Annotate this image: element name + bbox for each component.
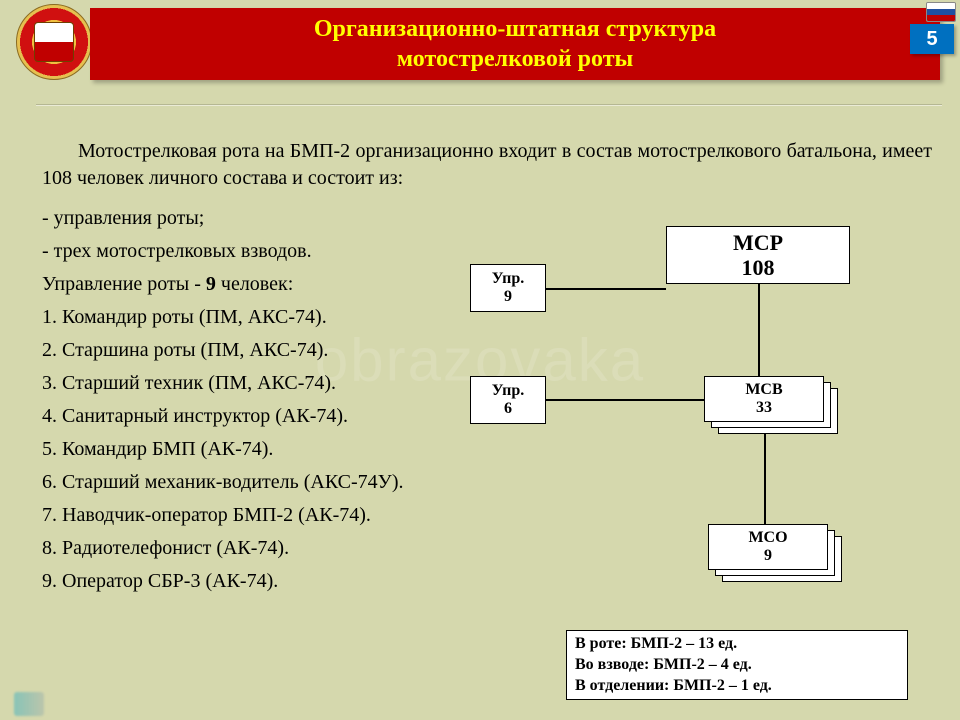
slide: Организационно-штатная структура мотостр… bbox=[0, 0, 960, 720]
node-upr6: Упр. 6 bbox=[470, 376, 546, 424]
text-list: - управления роты; - трех мотострелковых… bbox=[42, 202, 472, 598]
node-msv: МСВ 33 bbox=[704, 376, 824, 422]
institution-emblem bbox=[16, 4, 92, 80]
summary-line-1: В роте: БМП-2 – 13 ед. bbox=[575, 634, 899, 655]
slide-title: Организационно-штатная структура мотостр… bbox=[90, 8, 940, 74]
item-2: 2. Старшина роты (ПМ, АКС-74). bbox=[42, 334, 472, 367]
summary-box: В роте: БМП-2 – 13 ед. Во взводе: БМП-2 … bbox=[566, 630, 908, 700]
item-5: 5. Командир БМП (АК-74). bbox=[42, 433, 472, 466]
divider-line bbox=[36, 104, 942, 106]
russia-flag-icon bbox=[926, 2, 956, 22]
connector bbox=[546, 399, 704, 401]
item-7: 7. Наводчик-оператор БМП-2 (АК-74). bbox=[42, 499, 472, 532]
title-bar: Организационно-штатная структура мотостр… bbox=[90, 8, 940, 80]
title-line-1: Организационно-штатная структура bbox=[314, 16, 716, 42]
item-6: 6. Старший механик-водитель (АКС-74У). bbox=[42, 466, 472, 499]
bullet-1: - управления роты; bbox=[42, 202, 472, 235]
connector bbox=[758, 284, 760, 378]
bullet-2: - трех мотострелковых взводов. bbox=[42, 235, 472, 268]
title-line-2: мотострелковой роты bbox=[397, 46, 633, 72]
node-msv-stack: МСВ 33 bbox=[704, 376, 834, 432]
decorative-artifact bbox=[14, 692, 44, 716]
intro-text: Мотострелковая рота на БМП-2 организацио… bbox=[42, 140, 932, 189]
node-upr9: Упр. 9 bbox=[470, 264, 546, 312]
node-mso-stack: МСО 9 bbox=[708, 524, 838, 580]
connector bbox=[764, 434, 766, 524]
summary-line-3: В отделении: БМП-2 – 1 ед. bbox=[575, 676, 899, 697]
page-number: 5 bbox=[910, 24, 954, 54]
connector bbox=[546, 288, 666, 290]
node-msr: МСР 108 bbox=[666, 226, 850, 284]
item-9: 9. Оператор СБР-3 (АК-74). bbox=[42, 565, 472, 598]
item-1: 1. Командир роты (ПМ, АКС-74). bbox=[42, 301, 472, 334]
node-mso: МСО 9 bbox=[708, 524, 828, 570]
item-3: 3. Старший техник (ПМ, АКС-74). bbox=[42, 367, 472, 400]
mgmt-line: Управление роты - 9 человек: bbox=[42, 268, 472, 301]
summary-line-2: Во взводе: БМП-2 – 4 ед. bbox=[575, 655, 899, 676]
item-4: 4. Санитарный инструктор (АК-74). bbox=[42, 400, 472, 433]
item-8: 8. Радиотелефонист (АК-74). bbox=[42, 532, 472, 565]
org-diagram: МСР 108 Упр. 9 МСВ 33 Упр. 6 МСО 9 bbox=[440, 226, 940, 626]
intro-paragraph: Мотострелковая рота на БМП-2 организацио… bbox=[42, 138, 932, 192]
